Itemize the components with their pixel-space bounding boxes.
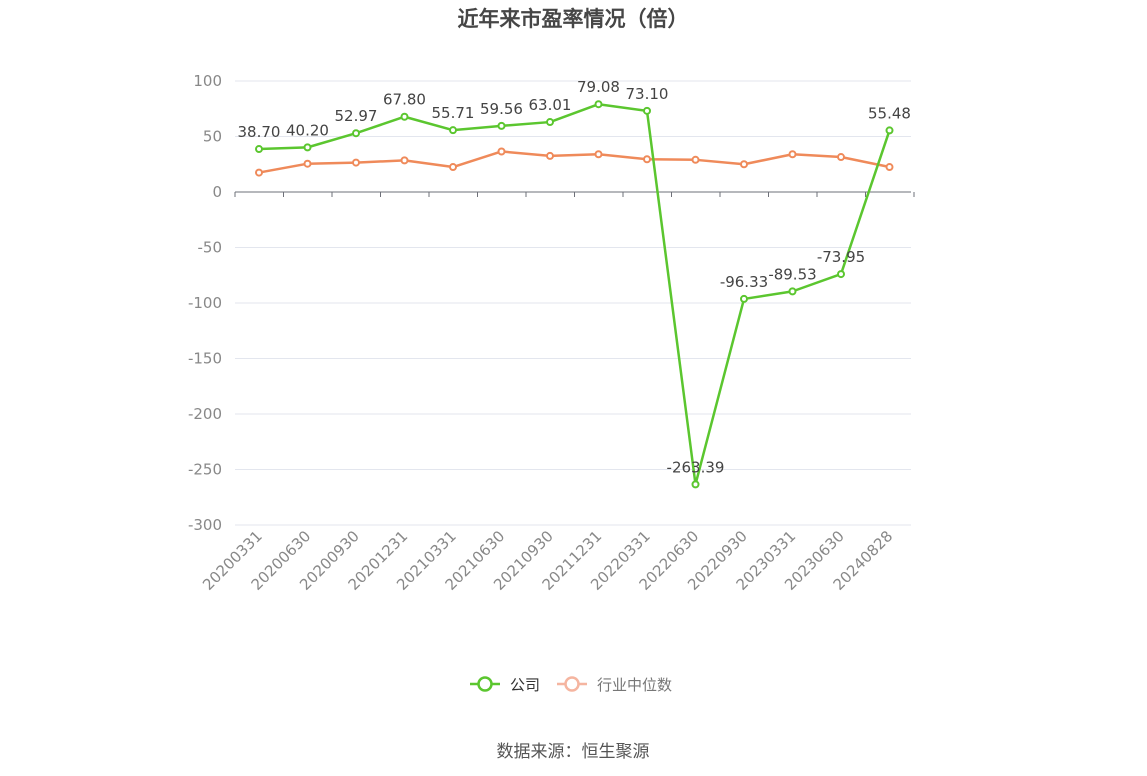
data-source-note: 数据来源：恒生聚源	[497, 742, 650, 762]
y-tick-label: 0	[212, 183, 222, 201]
legend-item-0[interactable]: 公司	[470, 676, 540, 694]
data-point-0	[594, 100, 603, 109]
data-label: 67.80	[383, 91, 426, 109]
y-tick-label: -200	[188, 405, 222, 423]
data-label: 52.97	[335, 107, 378, 125]
data-label: -89.53	[768, 265, 816, 283]
y-tick-label: -50	[198, 239, 223, 257]
legend[interactable]: 公司 行业中位数	[470, 676, 672, 694]
data-label: 79.08	[577, 78, 620, 96]
data-label: 55.71	[432, 104, 475, 122]
data-label: 73.10	[626, 85, 669, 103]
data-labels: 38.70 40.20 52.97 67.80 55.71 59.56 63.01 79.08…	[238, 78, 911, 476]
data-point-1	[497, 147, 506, 156]
data-point-1	[400, 156, 409, 165]
data-point-0	[837, 270, 845, 279]
data-point-1	[643, 155, 651, 164]
data-point-1	[594, 150, 603, 159]
y-tick-label: -100	[188, 294, 222, 312]
legend-item-1[interactable]: 行业中位数	[557, 676, 672, 694]
data-point-1	[303, 159, 312, 168]
data-label: 55.48	[868, 104, 911, 122]
data-point-0	[691, 480, 700, 489]
data-label: -96.33	[720, 273, 768, 291]
y-tick-label: -300	[188, 516, 222, 534]
data-point-0	[885, 126, 894, 135]
chart-title: 近年来市盈率情况（倍）	[458, 7, 689, 31]
series-line-1	[258, 150, 890, 174]
data-label: 38.70	[238, 123, 281, 141]
data-label: 63.01	[529, 96, 572, 114]
data-label: -73.95	[817, 248, 865, 266]
data-point-1	[788, 150, 797, 159]
data-point-0	[497, 121, 506, 130]
data-point-0	[788, 287, 797, 296]
data-point-1	[740, 160, 748, 169]
legend-label: 公司	[510, 676, 540, 694]
y-tick-label: -250	[188, 461, 222, 479]
data-label: -263.39	[667, 458, 725, 476]
data-point-0	[352, 129, 360, 138]
data-point-0	[546, 118, 554, 127]
data-point-1	[837, 153, 845, 162]
data-point-0	[449, 126, 457, 135]
data-point-1	[691, 155, 700, 164]
data-point-0	[400, 112, 409, 121]
grid	[235, 80, 911, 526]
axes: 100500-50-100-150-200-250-30020200331202…	[188, 72, 915, 594]
data-point-0	[643, 106, 651, 115]
y-tick-label: 100	[193, 72, 222, 90]
data-point-1	[885, 163, 894, 172]
data-point-1	[449, 163, 457, 172]
legend-swatch-marker	[564, 676, 580, 692]
y-tick-label: -150	[188, 350, 222, 368]
legend-label: 行业中位数	[597, 676, 672, 694]
data-point-0	[303, 143, 312, 152]
data-point-1	[352, 158, 360, 167]
legend-swatch-marker	[477, 676, 493, 692]
series-lines	[255, 100, 894, 489]
y-tick-label: 50	[203, 128, 222, 146]
data-point-0	[740, 294, 748, 303]
data-point-1	[255, 168, 263, 177]
series-line-0	[258, 102, 891, 486]
data-label: 40.20	[286, 121, 329, 139]
data-label: 59.56	[480, 100, 523, 118]
data-point-0	[255, 145, 263, 154]
data-point-1	[546, 151, 554, 160]
